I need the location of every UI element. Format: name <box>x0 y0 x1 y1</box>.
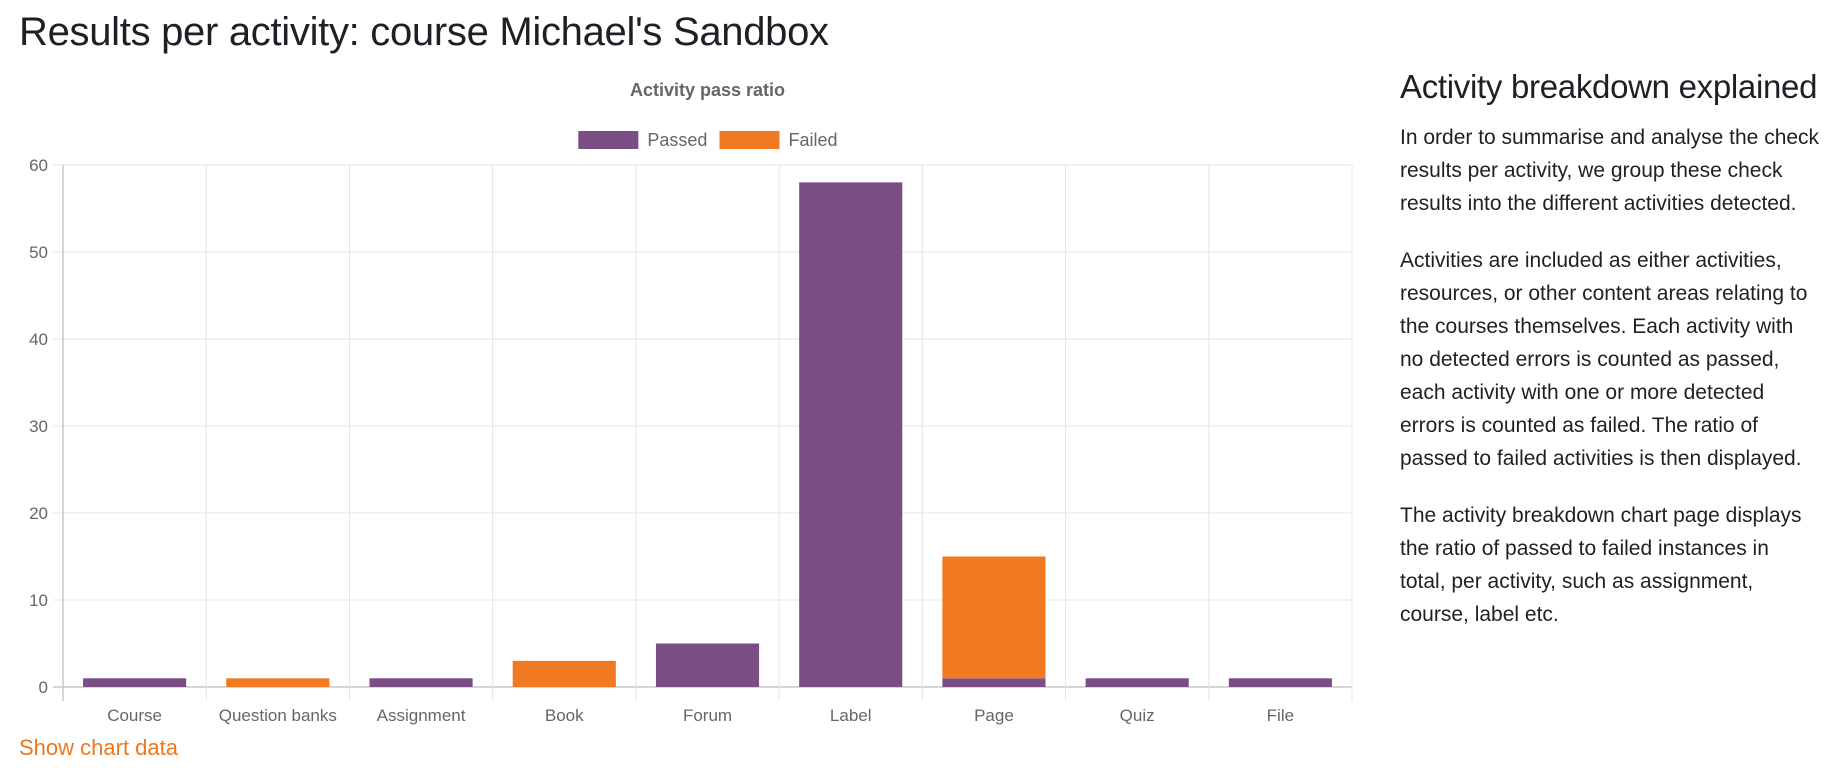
bar-passed-label[interactable] <box>799 182 903 687</box>
legend-swatch-failed[interactable] <box>719 131 780 149</box>
x-tick-label: Label <box>830 706 872 725</box>
y-tick-label: 10 <box>29 591 48 610</box>
legend-label-failed[interactable]: Failed <box>789 130 838 150</box>
x-tick-label: File <box>1267 706 1294 725</box>
show-chart-data-link[interactable]: Show chart data <box>19 735 178 760</box>
bar-passed-quiz[interactable] <box>1085 678 1189 687</box>
y-tick-label: 40 <box>29 330 48 349</box>
y-tick-label: 60 <box>29 156 48 175</box>
x-tick-label: Course <box>107 706 162 725</box>
x-tick-label: Assignment <box>377 706 466 725</box>
bar-passed-course[interactable] <box>83 678 187 687</box>
x-tick-label: Forum <box>683 706 732 725</box>
explainer-paragraph: Activities are included as either activi… <box>1400 249 1808 470</box>
chart-container: Activity pass ratio Passed Failed 0 10 20 30 40… <box>0 70 1380 730</box>
explainer-paragraph: In order to summarise and analyse the ch… <box>1400 126 1820 215</box>
legend-swatch-passed[interactable] <box>578 131 639 149</box>
chart-title: Activity pass ratio <box>630 80 785 100</box>
x-tick-label: Book <box>545 706 584 725</box>
bar-passed-forum[interactable] <box>655 643 760 688</box>
y-tick-label: 30 <box>29 417 48 436</box>
bar-passed-file[interactable] <box>1228 678 1332 687</box>
legend-label-passed[interactable]: Passed <box>647 130 707 150</box>
bar-passed-assignment[interactable] <box>369 678 473 687</box>
bar-failed-question-banks[interactable] <box>226 678 330 687</box>
x-tick-label: Quiz <box>1120 706 1155 725</box>
explainer-title: Activity breakdown explained <box>1400 68 1818 105</box>
page-title: Results per activity: course Michael's S… <box>19 10 829 54</box>
x-tick-label: Question banks <box>219 706 337 725</box>
bar-failed-book[interactable] <box>512 660 616 687</box>
explainer-panel: Activity breakdown explained In order to… <box>1400 65 1820 655</box>
y-tick-label: 20 <box>29 504 48 523</box>
bar-failed-page[interactable] <box>942 556 1046 679</box>
y-tick-label: 50 <box>29 243 48 262</box>
y-tick-label: 0 <box>39 678 48 697</box>
activity-pass-ratio-chart: Activity pass ratio Passed Failed 0 10 20 30 40… <box>29 80 1353 725</box>
explainer-paragraph: The activity breakdown chart page displa… <box>1400 504 1802 626</box>
x-tick-label: Page <box>974 706 1014 725</box>
bar-passed-page[interactable] <box>942 678 1046 687</box>
